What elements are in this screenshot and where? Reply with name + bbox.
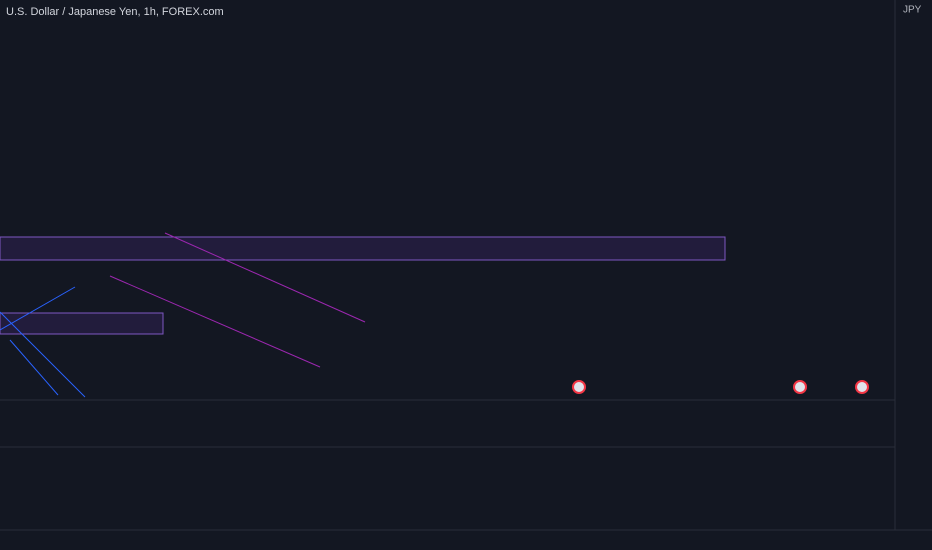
currency-label: JPY — [903, 5, 922, 16]
trend-line — [0, 286, 76, 331]
chart-title: U.S. Dollar / Japanese Yen, 1h, FOREX.co… — [6, 6, 224, 18]
event-icon[interactable] — [855, 380, 869, 394]
channel-line — [109, 275, 321, 368]
zone-box — [0, 236, 726, 261]
event-icon[interactable] — [793, 380, 807, 394]
channel-line — [164, 232, 366, 323]
event-icons — [572, 380, 869, 394]
trend-line — [9, 339, 59, 396]
drawings — [0, 0, 932, 531]
trend-line — [0, 311, 86, 398]
zone-box — [0, 312, 164, 335]
event-icon[interactable] — [572, 380, 586, 394]
